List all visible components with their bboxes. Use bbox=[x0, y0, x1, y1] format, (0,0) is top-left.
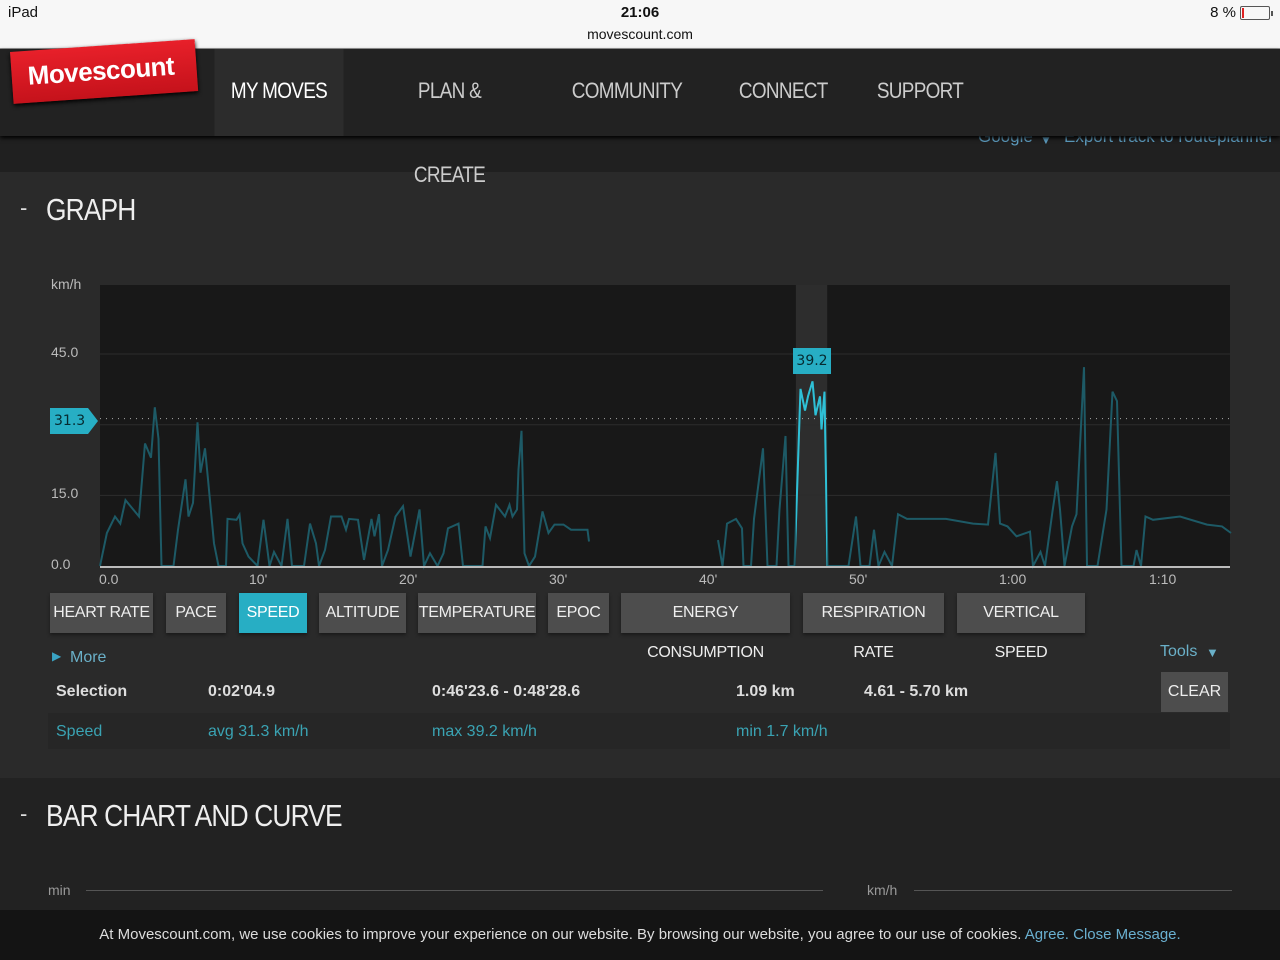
collapse-barchart-toggle[interactable]: - bbox=[20, 801, 28, 826]
speed-max: max 39.2 km/h bbox=[432, 723, 537, 740]
barchart-right-axis bbox=[914, 890, 1232, 891]
battery-percent: 8 % bbox=[1210, 4, 1236, 21]
speed-series-line bbox=[717, 367, 1232, 570]
measure-button-pace[interactable]: PACE bbox=[166, 593, 226, 633]
y-tick-label: 15.0 bbox=[51, 485, 79, 502]
selection-label: Selection bbox=[56, 683, 128, 700]
speed-stats-row bbox=[48, 713, 1230, 749]
measure-button-vertical-speed[interactable]: VERTICAL SPEED bbox=[957, 593, 1085, 661]
speed-chart[interactable] bbox=[0, 0, 1280, 600]
avg-marker: 31.3 bbox=[50, 408, 98, 434]
speed-label: Speed bbox=[56, 723, 103, 740]
barchart-title: BAR CHART AND CURVE bbox=[46, 798, 343, 833]
nav-plan-create[interactable]: PLAN & CREATE bbox=[413, 78, 486, 187]
tools-dropdown-icon[interactable]: ▼ bbox=[1206, 645, 1219, 660]
map-toolbar: Google ▼ Export track to routeplanner bbox=[0, 136, 1280, 172]
speed-series-line bbox=[99, 407, 590, 570]
y-tick-label: 45.0 bbox=[51, 344, 79, 361]
chevron-down-icon[interactable]: ▼ bbox=[1040, 136, 1052, 147]
selection-max-label: 39.2 bbox=[793, 348, 831, 374]
y-tick-label: 0.0 bbox=[51, 556, 71, 572]
agree-link[interactable]: Agree. bbox=[1024, 926, 1069, 943]
more-link[interactable]: More bbox=[70, 649, 107, 666]
avg-marker-shape bbox=[50, 408, 98, 434]
barchart-left-unit: min bbox=[48, 882, 71, 898]
x-tick-label: 30' bbox=[549, 571, 568, 587]
nav-my-moves[interactable]: MY MOVES bbox=[214, 49, 344, 136]
ios-status-bar: iPad 21:06 movescount.com 8 % bbox=[0, 0, 1280, 49]
selection-distance: 1.09 km bbox=[736, 683, 795, 700]
cookie-text: At Movescount.com, we use cookies to imp… bbox=[99, 926, 1022, 943]
measure-button-temperature[interactable]: TEMPERATURE bbox=[418, 593, 536, 633]
measure-button-speed[interactable]: SPEED bbox=[239, 593, 307, 633]
export-track-link[interactable]: Export track to routeplanner bbox=[1064, 136, 1274, 146]
expand-more-icon[interactable]: ▶ bbox=[52, 649, 62, 663]
speed-avg: avg 31.3 km/h bbox=[208, 723, 309, 740]
nav-connect[interactable]: CONNECT bbox=[738, 78, 828, 103]
selection-time-range: 0:46'23.6 - 0:48'28.6 bbox=[432, 683, 581, 700]
x-tick-label: 50' bbox=[849, 571, 868, 587]
map-type-select[interactable]: Google bbox=[978, 136, 1033, 146]
main-nav bbox=[0, 49, 1280, 136]
graph-title: GRAPH bbox=[46, 192, 136, 227]
bar-chart-section bbox=[0, 778, 1280, 910]
x-tick-label: 1:10 bbox=[1149, 571, 1177, 587]
cookie-banner: At Movescount.com, we use cookies to imp… bbox=[0, 910, 1280, 960]
x-tick-label: 0.0 bbox=[99, 571, 119, 587]
barchart-right-unit: km/h bbox=[867, 882, 898, 898]
battery-status: 8 % bbox=[1210, 4, 1273, 21]
address-bar[interactable]: movescount.com bbox=[587, 26, 693, 42]
selection-duration: 0:02'04.9 bbox=[208, 683, 275, 700]
clear-selection-button[interactable]: CLEAR bbox=[1161, 672, 1228, 712]
x-tick-label: 20' bbox=[399, 571, 418, 587]
barchart-left-axis bbox=[86, 890, 823, 891]
x-tick-label: 10' bbox=[249, 571, 268, 587]
measure-button-epoc[interactable]: EPOC bbox=[548, 593, 609, 633]
clock: 21:06 bbox=[620, 4, 660, 21]
collapse-graph-toggle[interactable]: - bbox=[20, 195, 28, 220]
close-message-link[interactable]: Close Message. bbox=[1073, 926, 1181, 943]
measure-button-heart-rate[interactable]: HEART RATE bbox=[50, 593, 153, 633]
nav-community[interactable]: COMMUNITY bbox=[571, 78, 683, 103]
y-axis-unit: km/h bbox=[51, 276, 82, 292]
nav-support[interactable]: SUPPORT bbox=[876, 78, 964, 103]
x-tick-label: 40' bbox=[699, 571, 718, 587]
measure-button-altitude[interactable]: ALTITUDE bbox=[319, 593, 406, 633]
avg-marker-value: 31.3 bbox=[54, 413, 86, 429]
speed-min: min 1.7 km/h bbox=[736, 723, 828, 740]
measure-button-respiration-rate[interactable]: RESPIRATION RATE bbox=[803, 593, 944, 661]
tools-menu[interactable]: Tools bbox=[1160, 643, 1198, 660]
selection-distance-range: 4.61 - 5.70 km bbox=[864, 683, 969, 700]
device-label: iPad bbox=[8, 4, 39, 21]
x-tick-label: 1:00 bbox=[999, 571, 1027, 587]
measure-button-energy-consumption[interactable]: ENERGY CONSUMPTION bbox=[621, 593, 790, 661]
battery-icon bbox=[1240, 5, 1273, 20]
